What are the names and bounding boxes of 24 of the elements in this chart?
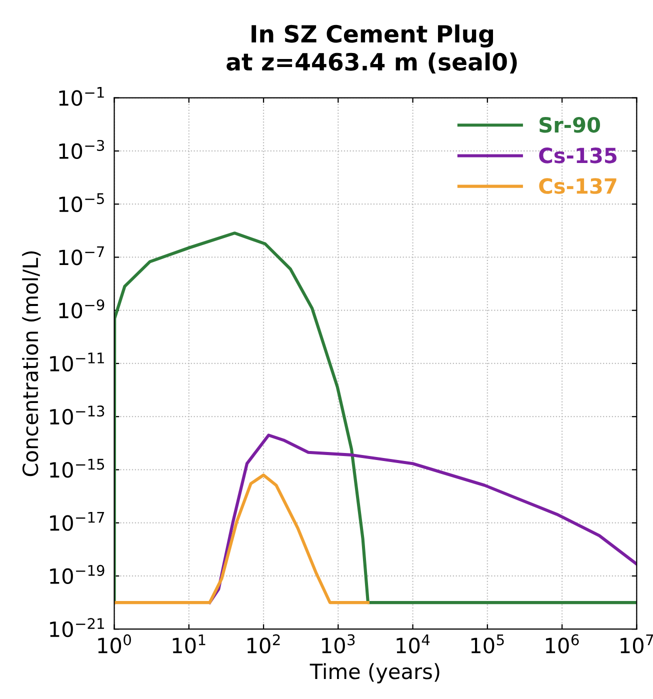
legend-label: Sr-90 <box>540 116 600 133</box>
y-tick-label: 10$^{−1}$ <box>59 87 104 106</box>
chart-subtitle: at z=4463.4 m (seal0) <box>226 52 517 74</box>
y-tick-label: 10$^{−9}$ <box>59 299 104 318</box>
x-axis-title: Time (years) <box>310 663 440 684</box>
legend-label: Cs-137 <box>539 178 616 194</box>
chart-title: In SZ Cement Plug <box>252 24 493 48</box>
x-tick-label: 10$^{4}$ <box>396 634 430 654</box>
x-tick-label: 10$^{3}$ <box>322 634 355 654</box>
y-tick-label: 10$^{−11}$ <box>50 352 104 372</box>
y-tick-label: 10$^{−7}$ <box>59 246 104 266</box>
legend-label: Cs-135 <box>539 148 616 164</box>
x-tick-label: 10$^{5}$ <box>471 634 504 654</box>
x-tick-label: 10$^{1}$ <box>172 634 206 654</box>
y-axis-title: Concentration (mol/L) <box>22 251 41 476</box>
y-tick-label: 10$^{−5}$ <box>59 193 104 212</box>
y-tick-label: 10$^{−13}$ <box>50 406 104 425</box>
y-tick-label: 10$^{−19}$ <box>50 564 104 584</box>
x-tick-label: 10$^{2}$ <box>247 634 280 654</box>
y-tick-label: 10$^{−3}$ <box>59 140 104 160</box>
x-tick-label: 10$^{7}$ <box>620 634 653 654</box>
y-tick-label: 10$^{−17}$ <box>50 512 104 531</box>
y-tick-label: 10$^{−15}$ <box>50 458 104 478</box>
x-tick-label: 10$^{6}$ <box>546 634 579 654</box>
